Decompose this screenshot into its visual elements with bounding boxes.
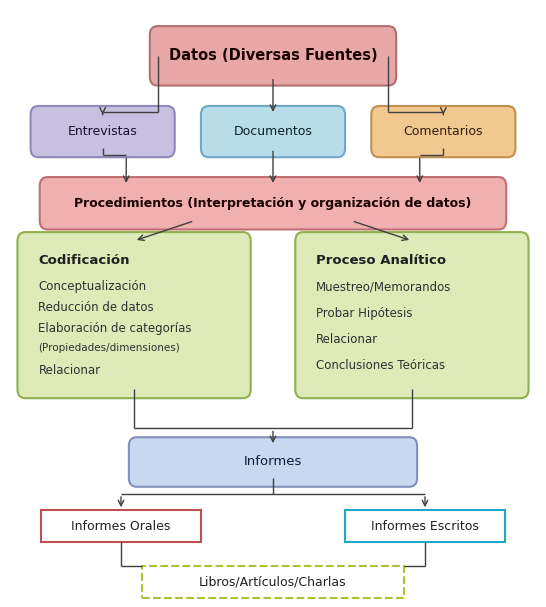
Text: Documentos: Documentos [234,125,312,138]
Text: Comentarios: Comentarios [403,125,483,138]
Text: Libros/Artículos/Charlas: Libros/Artículos/Charlas [199,575,347,589]
Bar [345,510,505,542]
Text: (Propiedades/dimensiones): (Propiedades/dimensiones) [38,344,180,353]
Text: Informes: Informes [244,455,302,469]
Text: Muestreo/Memorandos: Muestreo/Memorandos [316,280,452,293]
Bar [142,566,404,598]
FancyBboxPatch shape [31,106,175,157]
Text: Datos (Diversas Fuentes): Datos (Diversas Fuentes) [169,49,377,63]
Text: Reducción de datos: Reducción de datos [38,302,154,314]
Text: Conclusiones Teóricas: Conclusiones Teóricas [316,359,446,372]
FancyBboxPatch shape [150,26,396,86]
Text: Entrevistas: Entrevistas [68,125,138,138]
FancyBboxPatch shape [17,232,251,398]
Text: Relacionar: Relacionar [316,333,378,346]
Text: Elaboración de categorías: Elaboración de categorías [38,322,192,336]
Text: Informes Escritos: Informes Escritos [371,520,479,532]
FancyBboxPatch shape [201,106,345,157]
FancyBboxPatch shape [40,177,506,229]
Text: Relacionar: Relacionar [38,364,100,378]
FancyBboxPatch shape [371,106,515,157]
Text: Procedimientos (Interpretación y organización de datos): Procedimientos (Interpretación y organiz… [74,197,472,210]
Text: Informes Orales: Informes Orales [72,520,171,532]
FancyBboxPatch shape [129,437,417,487]
Text: Probar Hipótesis: Probar Hipótesis [316,307,413,320]
Text: Conceptualización: Conceptualización [38,280,146,293]
Text: Proceso Analítico: Proceso Analítico [316,254,447,266]
Text: Codificación: Codificación [38,254,130,266]
Bar [41,510,201,542]
FancyBboxPatch shape [295,232,529,398]
